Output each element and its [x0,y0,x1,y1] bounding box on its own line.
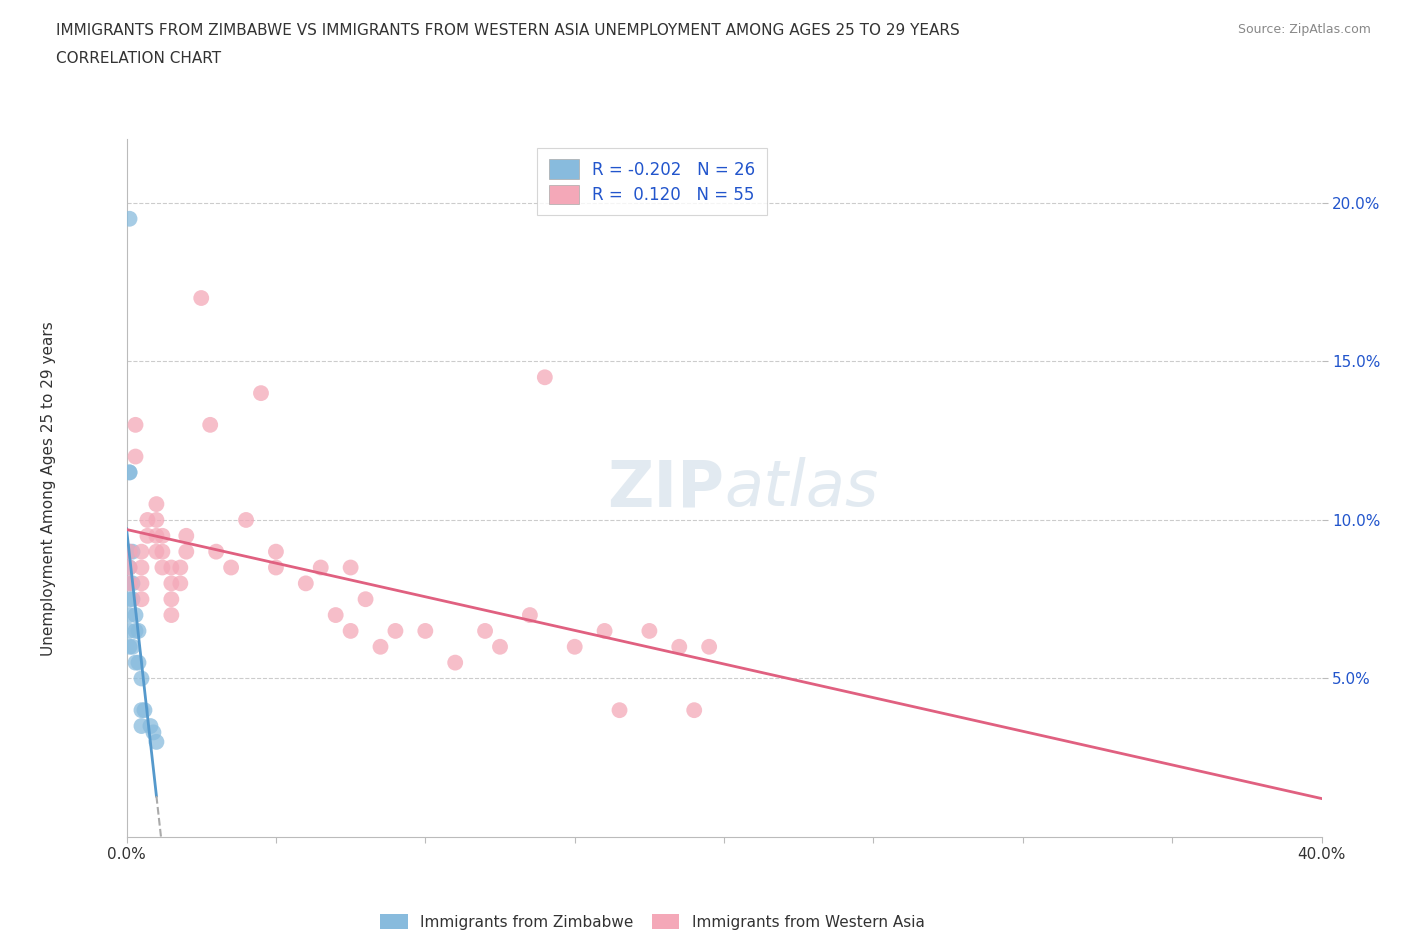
Point [683,703,706,718]
Point [131,671,153,686]
Point [124,449,146,464]
Point [309,560,332,575]
Legend: Immigrants from Zimbabwe, Immigrants from Western Asia: Immigrants from Zimbabwe, Immigrants fro… [374,908,931,930]
Point [668,639,690,654]
Point [121,544,143,559]
Point [131,719,153,734]
Point [160,591,183,606]
Point [118,544,141,559]
Point [118,639,141,654]
Text: Unemployment Among Ages 25 to 29 years: Unemployment Among Ages 25 to 29 years [41,321,56,656]
Point [190,290,212,305]
Point [118,576,141,591]
Point [489,639,512,654]
Point [131,544,153,559]
Point [370,639,392,654]
Point [127,623,149,638]
Point [118,465,141,480]
Point [534,370,557,385]
Point [169,576,191,591]
Point [131,703,153,718]
Point [118,623,141,638]
Point [145,528,167,543]
Point [264,560,287,575]
Point [235,512,257,527]
Text: CORRELATION CHART: CORRELATION CHART [56,51,221,66]
Point [139,719,162,734]
Point [124,418,146,432]
Point [609,703,631,718]
Point [160,607,183,622]
Point [160,560,183,575]
Point [118,211,141,226]
Text: Source: ZipAtlas.com: Source: ZipAtlas.com [1237,23,1371,36]
Point [205,544,228,559]
Point [124,607,146,622]
Point [118,560,141,575]
Point [174,544,197,559]
Point [136,512,159,527]
Text: IMMIGRANTS FROM ZIMBABWE VS IMMIGRANTS FROM WESTERN ASIA UNEMPLOYMENT AMONG AGES: IMMIGRANTS FROM ZIMBABWE VS IMMIGRANTS F… [56,23,960,38]
Point [145,544,167,559]
Point [564,639,586,654]
Point [415,623,437,638]
Point [264,544,287,559]
Point [131,560,153,575]
Point [118,544,141,559]
Point [152,560,174,575]
Point [152,544,174,559]
Point [145,735,167,750]
Point [118,465,141,480]
Point [121,591,143,606]
Point [384,623,406,638]
Point [118,607,141,622]
Point [174,528,197,543]
Point [160,576,183,591]
Point [124,655,146,670]
Point [294,576,316,591]
Point [118,576,141,591]
Point [339,560,361,575]
Point [354,591,377,606]
Point [121,576,143,591]
Point [131,591,153,606]
Point [474,623,496,638]
Point [444,655,467,670]
Point [200,418,222,432]
Text: ZIP: ZIP [607,458,724,519]
Point [118,560,141,575]
Point [152,528,174,543]
Point [638,623,661,638]
Point [145,497,167,512]
Point [124,623,146,638]
Point [697,639,720,654]
Point [127,655,149,670]
Point [121,639,143,654]
Point [118,591,141,606]
Point [219,560,242,575]
Text: atlas: atlas [724,458,879,519]
Point [169,560,191,575]
Point [250,386,273,401]
Point [136,528,159,543]
Point [131,576,153,591]
Point [593,623,616,638]
Point [145,512,167,527]
Point [339,623,361,638]
Point [134,703,156,718]
Point [142,725,165,740]
Point [325,607,347,622]
Point [519,607,541,622]
